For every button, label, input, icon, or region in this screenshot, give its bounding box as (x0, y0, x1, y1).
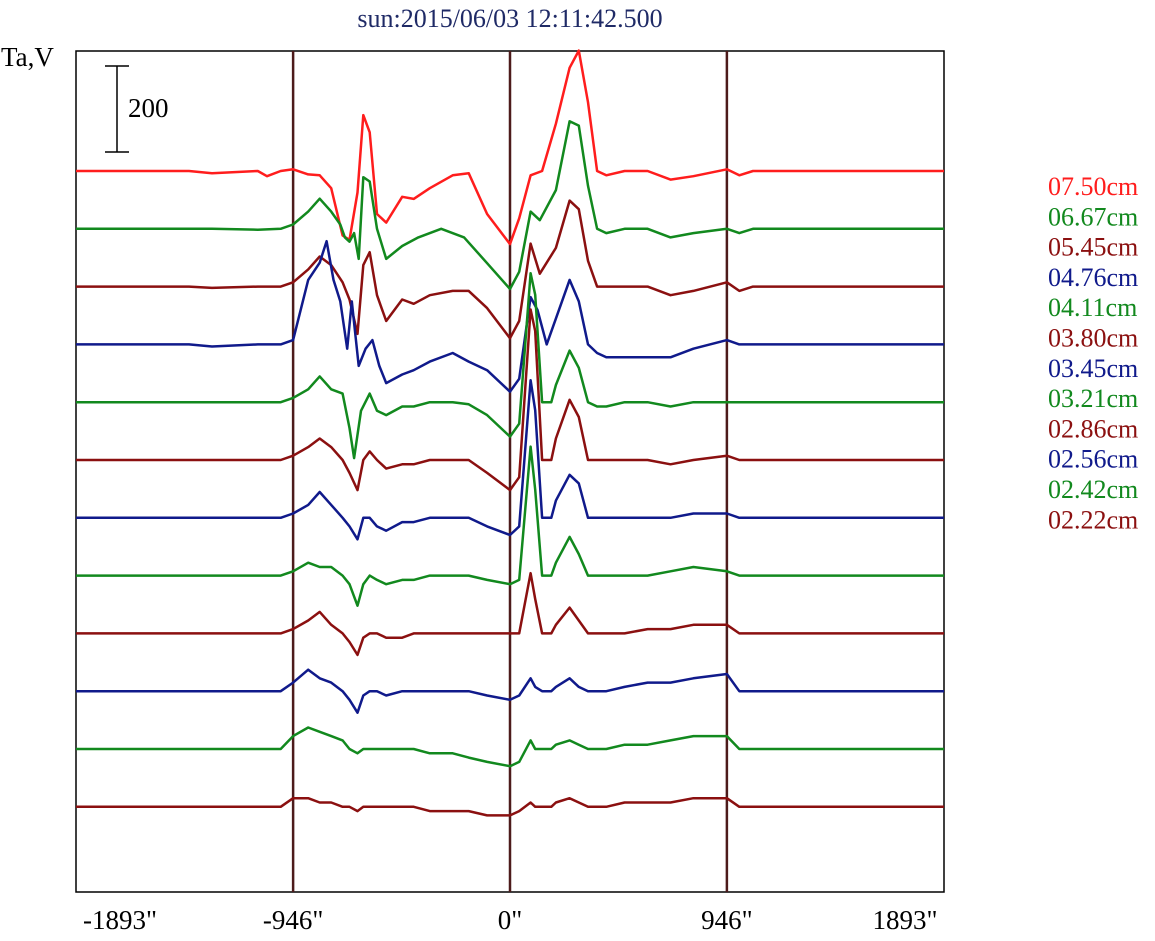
legend-entry: 02.56cm (1048, 445, 1138, 474)
series-line (76, 571, 944, 657)
x-tick-label: 946" (701, 905, 753, 935)
series-group (76, 49, 944, 817)
series-line (76, 796, 944, 817)
legend-entry: 05.45cm (1048, 233, 1138, 262)
series-line (76, 271, 944, 460)
series-line (76, 49, 944, 246)
legend: 07.50cm06.67cm05.45cm04.76cm04.11cm03.80… (1048, 172, 1138, 534)
legend-entry: 04.11cm (1048, 293, 1137, 322)
chart-title: sun:2015/06/03 12:11:42.500 (357, 4, 662, 33)
x-tick-labels: -1893" -946" 0" 946" 1893" (83, 905, 938, 935)
legend-entry: 06.67cm (1048, 202, 1138, 231)
legend-entry: 03.45cm (1048, 354, 1138, 383)
series-line (76, 445, 944, 607)
scale-bar-label: 200 (128, 93, 169, 123)
x-tick-label: 0" (498, 905, 523, 935)
series-line (76, 668, 944, 714)
series-line (76, 726, 944, 768)
y-axis-label: Ta,V (1, 42, 54, 72)
limb-lines (291, 51, 729, 892)
series-line (76, 239, 944, 393)
series-line (76, 378, 944, 541)
legend-entry: 03.21cm (1048, 384, 1138, 413)
x-tick-label: -1893" (83, 905, 157, 935)
legend-entry: 02.42cm (1048, 475, 1138, 504)
legend-entry: 02.22cm (1048, 505, 1138, 534)
legend-entry: 03.80cm (1048, 324, 1138, 353)
legend-entry: 07.50cm (1048, 172, 1138, 201)
series-line (76, 199, 944, 340)
x-tick-label: 1893" (872, 905, 937, 935)
legend-entry: 02.86cm (1048, 414, 1138, 443)
series-line (76, 308, 944, 492)
series-line (76, 120, 944, 291)
scale-bar: 200 (105, 65, 169, 153)
x-tick-label: -946" (263, 905, 324, 935)
legend-entry: 04.76cm (1048, 263, 1138, 292)
